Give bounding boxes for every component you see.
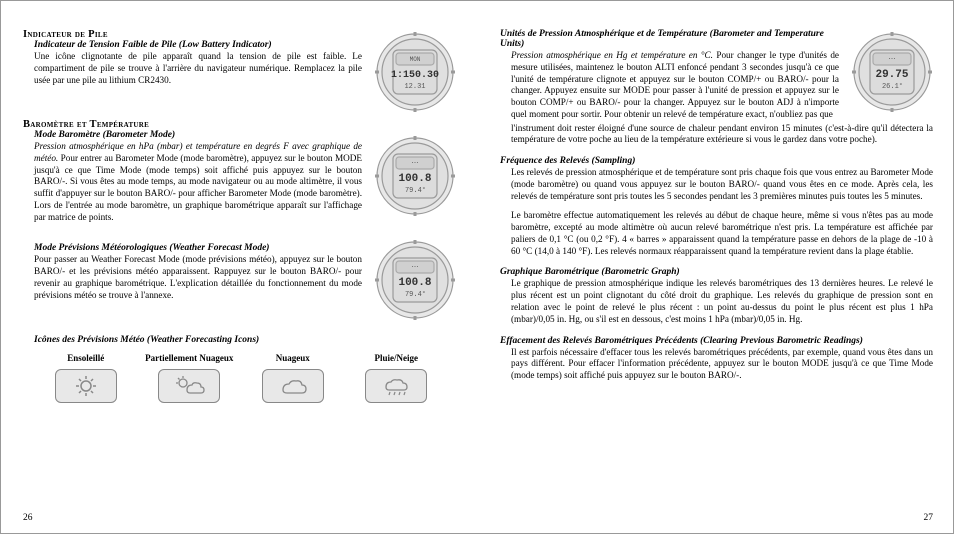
watch-face-1: MON 1:150.30 12.31 <box>374 31 456 113</box>
icons-subheader: Icônes des Prévisions Météo (Weather For… <box>34 335 456 345</box>
clear-subheader: Effacement des Relevés Barométriques Pré… <box>500 336 933 346</box>
graph-section: Graphique Barométrique (Barometric Graph… <box>500 267 933 325</box>
svg-text:26.1°: 26.1° <box>882 82 903 91</box>
partly-cloudy-icon <box>158 369 220 403</box>
page-left: MON 1:150.30 12.31 Indicateur de Pile In… <box>1 1 478 535</box>
watch-face-3: ⋯ 100.8 79.4° <box>374 239 456 321</box>
sunny-icon <box>55 369 117 403</box>
clear-body: Il est parfois nécessaire d'effacer tous… <box>511 347 933 382</box>
weather-cloudy: Nuageux <box>241 353 345 403</box>
svg-text:79.4°: 79.4° <box>405 186 426 195</box>
page-right: ⋯ 29.75 26.1° Unités de Pression Atmosph… <box>478 1 954 535</box>
sampling-section: Fréquence des Relevés (Sampling) Les rel… <box>500 156 933 257</box>
svg-text:79.4°: 79.4° <box>405 290 426 299</box>
svg-text:100.8: 100.8 <box>398 277 431 289</box>
weather-partly: Partiellement Nuageux <box>138 353 242 403</box>
page-number-right: 27 <box>924 513 934 523</box>
watch-face-2: ⋯ 100.8 79.4° <box>374 135 456 217</box>
sampling-body: Les relevés de pression atmosphérique et… <box>511 167 933 202</box>
units-tail: l'instrument doit rester éloigné d'une s… <box>511 123 933 147</box>
sampling-body2: Le baromètre effectue automatiquement le… <box>511 210 933 257</box>
sampling-subheader: Fréquence des Relevés (Sampling) <box>500 156 933 166</box>
svg-text:1:150.30: 1:150.30 <box>391 70 439 81</box>
rain-snow-icon <box>365 369 427 403</box>
cloudy-icon <box>262 369 324 403</box>
svg-text:⋯: ⋯ <box>412 263 419 271</box>
barometer-header: Baromètre et Température <box>23 119 456 130</box>
weather-icons-row: Ensoleillé Partiellement Nuageux Nuageux… <box>34 353 448 403</box>
clear-section: Effacement des Relevés Barométriques Pré… <box>500 336 933 382</box>
weather-rain: Pluie/Neige <box>345 353 449 403</box>
graph-subheader: Graphique Barométrique (Barometric Graph… <box>500 267 933 277</box>
svg-text:100.8: 100.8 <box>398 173 431 185</box>
graph-body: Le graphique de pression atmosphérique i… <box>511 278 933 325</box>
page-number-left: 26 <box>23 513 33 523</box>
svg-text:⋯: ⋯ <box>412 159 419 167</box>
svg-text:MON: MON <box>410 56 421 63</box>
watch-face-4: ⋯ 29.75 26.1° <box>851 31 933 113</box>
weather-sunny: Ensoleillé <box>34 353 138 403</box>
svg-text:12.31: 12.31 <box>404 83 425 91</box>
svg-text:⋯: ⋯ <box>889 55 896 63</box>
svg-text:29.75: 29.75 <box>875 69 908 81</box>
